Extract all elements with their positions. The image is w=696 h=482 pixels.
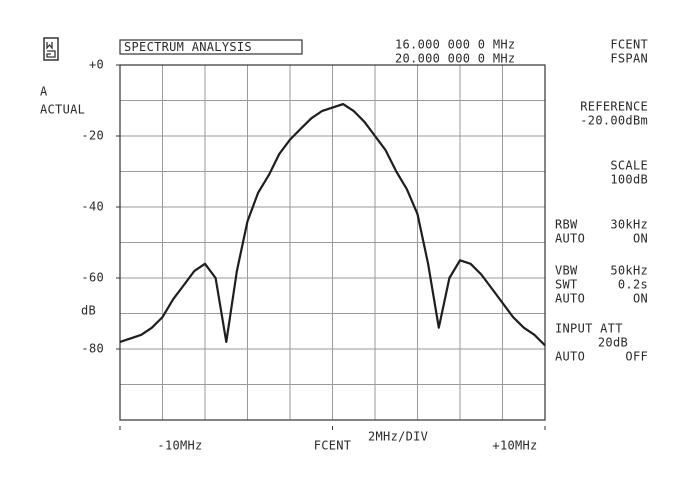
x-tick-label: -10MHz — [157, 439, 202, 453]
annotation: ACTUAL — [40, 103, 85, 117]
annotation: 100dB — [610, 173, 648, 187]
annotation: 20.000 000 0 MHz — [395, 52, 515, 66]
annotation: A — [40, 85, 48, 99]
annotation: FSPAN — [610, 52, 648, 66]
annotation: INPUT ATT — [555, 322, 623, 336]
annotation: FCENT — [610, 38, 648, 52]
annotation: 50kHz — [610, 264, 648, 278]
annotation: dB — [81, 304, 96, 318]
annotation: AUTO — [555, 232, 585, 246]
y-tick-label: -80 — [81, 342, 104, 356]
x-tick-label: +10MHz — [492, 439, 537, 453]
annotation: SWT — [555, 278, 578, 292]
y-tick-label: -20 — [81, 129, 104, 143]
annotation: AUTO — [555, 350, 585, 364]
annotation: 30kHz — [610, 218, 648, 232]
annotation: 20dB — [598, 336, 628, 350]
title-box — [119, 39, 303, 55]
annotation: 0.2s — [618, 278, 648, 292]
y-tick-label: +0 — [89, 58, 104, 72]
annotation: VBW — [555, 264, 578, 278]
y-tick-label: -40 — [81, 200, 104, 214]
plot-frame — [119, 64, 546, 421]
logo — [43, 37, 59, 61]
spectrum-trace — [119, 103, 546, 347]
annotation: ON — [633, 232, 648, 246]
y-tick-label: -60 — [81, 271, 104, 285]
annotation: -20.00dBm — [580, 114, 648, 128]
annotation: OFF — [625, 350, 648, 364]
annotation: 16.000 000 0 MHz — [395, 38, 515, 52]
annotation: RBW — [555, 218, 578, 232]
chart-title: SPECTRUM ANALYSIS — [124, 40, 252, 54]
annotation: SCALE — [610, 159, 648, 173]
annotation: REFERENCE — [580, 100, 648, 114]
annotation: ON — [633, 292, 648, 306]
annotation: 2MHz/DIV — [368, 430, 428, 444]
annotation: AUTO — [555, 292, 585, 306]
x-tick-label: FCENT — [314, 439, 352, 453]
